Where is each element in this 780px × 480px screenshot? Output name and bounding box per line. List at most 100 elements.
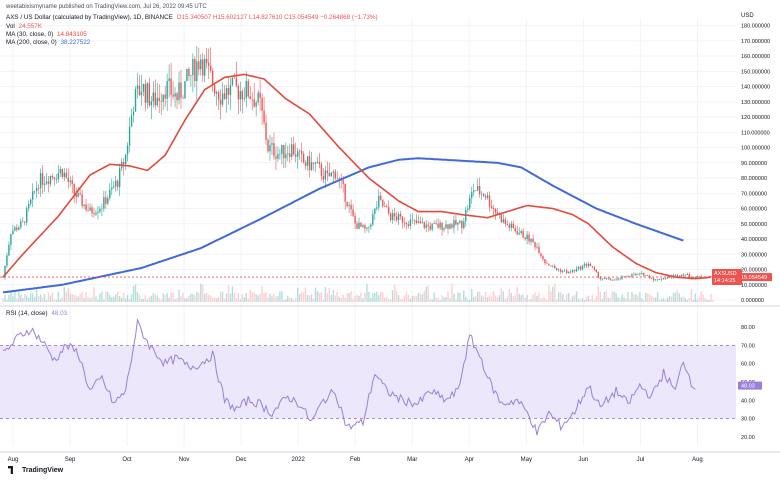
- volume-bar: [654, 297, 657, 302]
- candle-body: [304, 162, 307, 166]
- candle-body: [536, 246, 538, 248]
- volume-bar: [271, 296, 273, 302]
- candle-body: [401, 216, 404, 223]
- volume-bar: [55, 299, 58, 302]
- time-tick-label: Aug: [692, 457, 703, 463]
- candle-body: [10, 234, 12, 245]
- volume-bar: [565, 294, 568, 302]
- tradingview-logo[interactable]: TradingView: [8, 466, 63, 474]
- candle-body: [170, 78, 172, 95]
- volume-bar: [122, 292, 125, 302]
- candle-body: [20, 221, 22, 228]
- candle-body: [512, 223, 514, 229]
- volume-bar: [33, 296, 36, 302]
- candle-body: [389, 213, 392, 220]
- volume-bar: [348, 293, 350, 302]
- candle-body: [609, 278, 611, 280]
- volume-bar: [340, 297, 342, 302]
- volume-bar: [156, 295, 158, 302]
- volume-bar: [587, 295, 590, 302]
- candle-body: [635, 274, 637, 276]
- volume-bar: [330, 294, 333, 302]
- volume-bar: [97, 299, 99, 302]
- volume-bar: [520, 295, 522, 302]
- volume-bar: [308, 295, 311, 302]
- candle-body: [211, 70, 214, 86]
- candle-body: [300, 150, 303, 154]
- volume-bar: [429, 299, 431, 302]
- candle-body: [296, 151, 299, 157]
- candle-body: [156, 97, 158, 106]
- volume-bar: [540, 298, 542, 302]
- price-tick-label: 0.000000: [741, 298, 764, 304]
- volume-bar: [206, 292, 208, 302]
- candle-body: [429, 225, 431, 230]
- volume-bar: [500, 288, 503, 302]
- volume-bar: [451, 283, 453, 302]
- candle-body: [425, 224, 427, 228]
- candle-body: [504, 219, 507, 225]
- candle-body: [267, 139, 269, 152]
- volume-bar: [302, 292, 305, 302]
- volume-bar: [338, 296, 340, 302]
- volume-bar: [300, 291, 303, 302]
- candle-body: [138, 85, 141, 96]
- candle-body: [18, 227, 20, 230]
- candle-body: [265, 122, 267, 140]
- volume-bar: [148, 297, 151, 302]
- candle-body: [625, 276, 627, 277]
- candle-body: [174, 93, 176, 97]
- ma200-series: [2, 157, 684, 294]
- candle-body: [484, 196, 487, 198]
- volume-bar: [245, 293, 247, 302]
- candle-body: [37, 187, 40, 189]
- volume-bar: [419, 293, 422, 302]
- candle-body: [364, 225, 366, 229]
- volume-bar: [649, 294, 651, 302]
- candle-body: [518, 233, 520, 235]
- candle-body: [227, 88, 230, 95]
- candle-body: [302, 153, 305, 163]
- candle-body: [273, 143, 275, 157]
- volume-bar: [326, 293, 329, 302]
- volume-bar: [172, 292, 174, 302]
- volume-bar: [47, 292, 50, 302]
- rsi-legend: RSI (14, close) 48.03: [6, 310, 67, 317]
- volume-bar: [427, 285, 429, 302]
- volume-bar: [312, 298, 315, 302]
- candle-body: [605, 278, 607, 279]
- volume-bar: [227, 285, 230, 302]
- volume-bar: [674, 292, 677, 302]
- candle-body: [124, 154, 127, 165]
- candle-body: [587, 264, 590, 266]
- candle-body: [532, 238, 534, 243]
- volume-bar: [14, 291, 16, 302]
- volume-bar: [546, 299, 548, 302]
- time-tick-label: Sep: [65, 457, 76, 463]
- candle-body: [115, 180, 117, 187]
- candle-body: [674, 274, 677, 276]
- candle-body: [237, 85, 240, 100]
- candle-body: [45, 181, 48, 184]
- volume-bar: [579, 299, 582, 302]
- candle-body: [550, 265, 552, 267]
- volume-bar: [704, 297, 706, 302]
- candle-body: [132, 111, 135, 116]
- candle-body: [560, 269, 562, 272]
- volume-bar: [435, 297, 437, 302]
- candle-body: [146, 83, 149, 103]
- candle-body: [202, 59, 204, 76]
- candle-body: [459, 220, 461, 223]
- volume-bar: [573, 294, 576, 302]
- candle-body: [180, 82, 182, 98]
- volume-bar: [476, 291, 479, 302]
- last-price-box: [738, 273, 772, 282]
- volume-bar: [455, 299, 457, 302]
- candle-body: [631, 274, 633, 277]
- volume-bar: [31, 293, 34, 302]
- volume-bar: [569, 299, 572, 302]
- volume-bar: [99, 293, 101, 302]
- candle-body: [508, 224, 511, 228]
- candle-body: [4, 265, 6, 278]
